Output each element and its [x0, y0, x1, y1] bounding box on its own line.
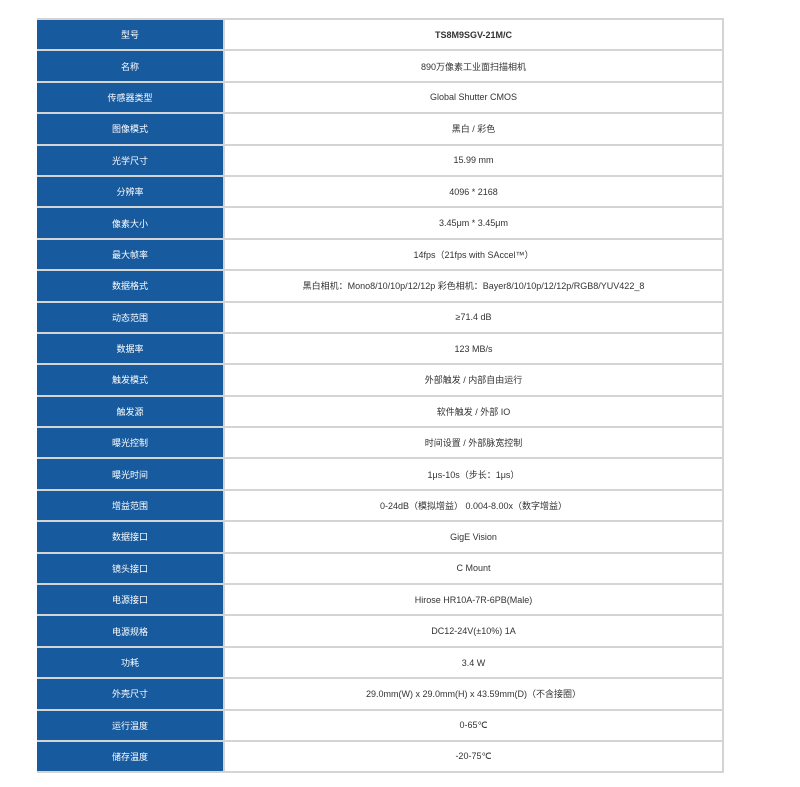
table-row: 光学尺寸 15.99 mm	[37, 143, 724, 177]
table-row: 触发模式 外部触发 / 内部自由运行	[37, 363, 724, 397]
spec-table-body: 型号 TS8M9SGV-21M/C 名称 890万像素工业面扫描相机 传感器类型 Glob…	[37, 17, 724, 774]
spec-value: GigE Vision	[223, 520, 724, 554]
spec-label: 增益范围	[37, 488, 225, 523]
spec-label: 数据接口	[37, 520, 225, 554]
spec-label: 运行温度	[37, 708, 225, 742]
table-row: 型号 TS8M9SGV-21M/C	[37, 17, 724, 52]
table-row: 动态范围 ≥71.4 dB	[37, 300, 724, 334]
table-row: 储存温度 -20-75℃	[37, 739, 724, 774]
table-row: 数据格式 黑白相机：Mono8/10/10p/12/12p 彩色相机：Bayer8…	[37, 269, 724, 303]
table-row: 外壳尺寸 29.0mm(W) x 29.0mm(H) x 43.59mm(D)（不…	[37, 677, 724, 711]
spec-label: 数据率	[37, 331, 225, 366]
table-row: 数据接口 GigE Vision	[37, 520, 724, 554]
spec-value: -20-75℃	[223, 739, 724, 774]
spec-label: 外壳尺寸	[37, 677, 225, 711]
spec-value: 0-65℃	[223, 708, 724, 742]
spec-value: 15.99 mm	[223, 143, 724, 177]
spec-label: 型号	[37, 17, 225, 52]
table-row: 传感器类型 Global Shutter CMOS	[37, 80, 724, 115]
spec-value: 软件触发 / 外部 IO	[223, 394, 724, 429]
spec-value: Hirose HR10A-7R-6PB(Male)	[223, 583, 724, 617]
spec-value: ≥71.4 dB	[223, 300, 724, 334]
spec-value: 123 MB/s	[223, 331, 724, 366]
spec-value: 4096 * 2168	[223, 174, 724, 209]
table-row: 分辨率 4096 * 2168	[37, 174, 724, 209]
table-row: 增益范围 0-24dB（模拟增益） 0.004-8.00x（数字增益）	[37, 488, 724, 523]
spec-label: 动态范围	[37, 300, 225, 334]
spec-label: 曝光时间	[37, 457, 225, 491]
spec-label: 图像模式	[37, 112, 225, 146]
spec-label: 分辨率	[37, 174, 225, 209]
table-row: 曝光控制 时间设置 / 外部脉宽控制	[37, 426, 724, 460]
table-row: 触发源 软件触发 / 外部 IO	[37, 394, 724, 429]
spec-value: 时间设置 / 外部脉宽控制	[223, 426, 724, 460]
spec-value: 14fps（21fps with SAccel™）	[223, 237, 724, 272]
spec-label: 最大帧率	[37, 237, 225, 272]
spec-label: 数据格式	[37, 269, 225, 303]
table-row: 电源接口 Hirose HR10A-7R-6PB(Male)	[37, 583, 724, 617]
spec-label: 镜头接口	[37, 551, 225, 586]
table-row: 图像模式 黑白 / 彩色	[37, 112, 724, 146]
spec-value: 外部触发 / 内部自由运行	[223, 363, 724, 397]
spec-label: 电源规格	[37, 614, 225, 648]
spec-label: 名称	[37, 49, 225, 83]
spec-value: 1μs-10s（步长：1μs）	[223, 457, 724, 491]
table-row: 最大帧率 14fps（21fps with SAccel™）	[37, 237, 724, 272]
table-row: 电源规格 DC12-24V(±10%) 1A	[37, 614, 724, 648]
spec-value: 0-24dB（模拟增益） 0.004-8.00x（数字增益）	[223, 488, 724, 523]
table-row: 数据率 123 MB/s	[37, 331, 724, 366]
spec-value: 3.4 W	[223, 645, 724, 680]
table-row: 功耗 3.4 W	[37, 645, 724, 680]
spec-label: 功耗	[37, 645, 225, 680]
spec-label: 像素大小	[37, 206, 225, 240]
spec-value: 890万像素工业面扫描相机	[223, 49, 724, 83]
spec-value: 29.0mm(W) x 29.0mm(H) x 43.59mm(D)（不含接圈）	[223, 677, 724, 711]
spec-label: 曝光控制	[37, 426, 225, 460]
spec-value: 3.45μm * 3.45μm	[223, 206, 724, 240]
table-row: 运行温度 0-65℃	[37, 708, 724, 742]
spec-label: 触发模式	[37, 363, 225, 397]
spec-label: 传感器类型	[37, 80, 225, 115]
spec-value: 黑白相机：Mono8/10/10p/12/12p 彩色相机：Bayer8/10/…	[223, 269, 724, 303]
table-row: 名称 890万像素工业面扫描相机	[37, 49, 724, 83]
spec-value: TS8M9SGV-21M/C	[223, 17, 724, 52]
spec-value: DC12-24V(±10%) 1A	[223, 614, 724, 648]
spec-label: 储存温度	[37, 739, 225, 774]
spec-label: 触发源	[37, 394, 225, 429]
spec-value: C Mount	[223, 551, 724, 586]
spec-value: 黑白 / 彩色	[223, 112, 724, 146]
spec-label: 电源接口	[37, 583, 225, 617]
table-row: 曝光时间 1μs-10s（步长：1μs）	[37, 457, 724, 491]
table-row: 镜头接口 C Mount	[37, 551, 724, 586]
spec-label: 光学尺寸	[37, 143, 225, 177]
spec-table: 型号 TS8M9SGV-21M/C 名称 890万像素工业面扫描相机 传感器类型 Glob…	[37, 17, 724, 774]
spec-value: Global Shutter CMOS	[223, 80, 724, 115]
table-row: 像素大小 3.45μm * 3.45μm	[37, 206, 724, 240]
